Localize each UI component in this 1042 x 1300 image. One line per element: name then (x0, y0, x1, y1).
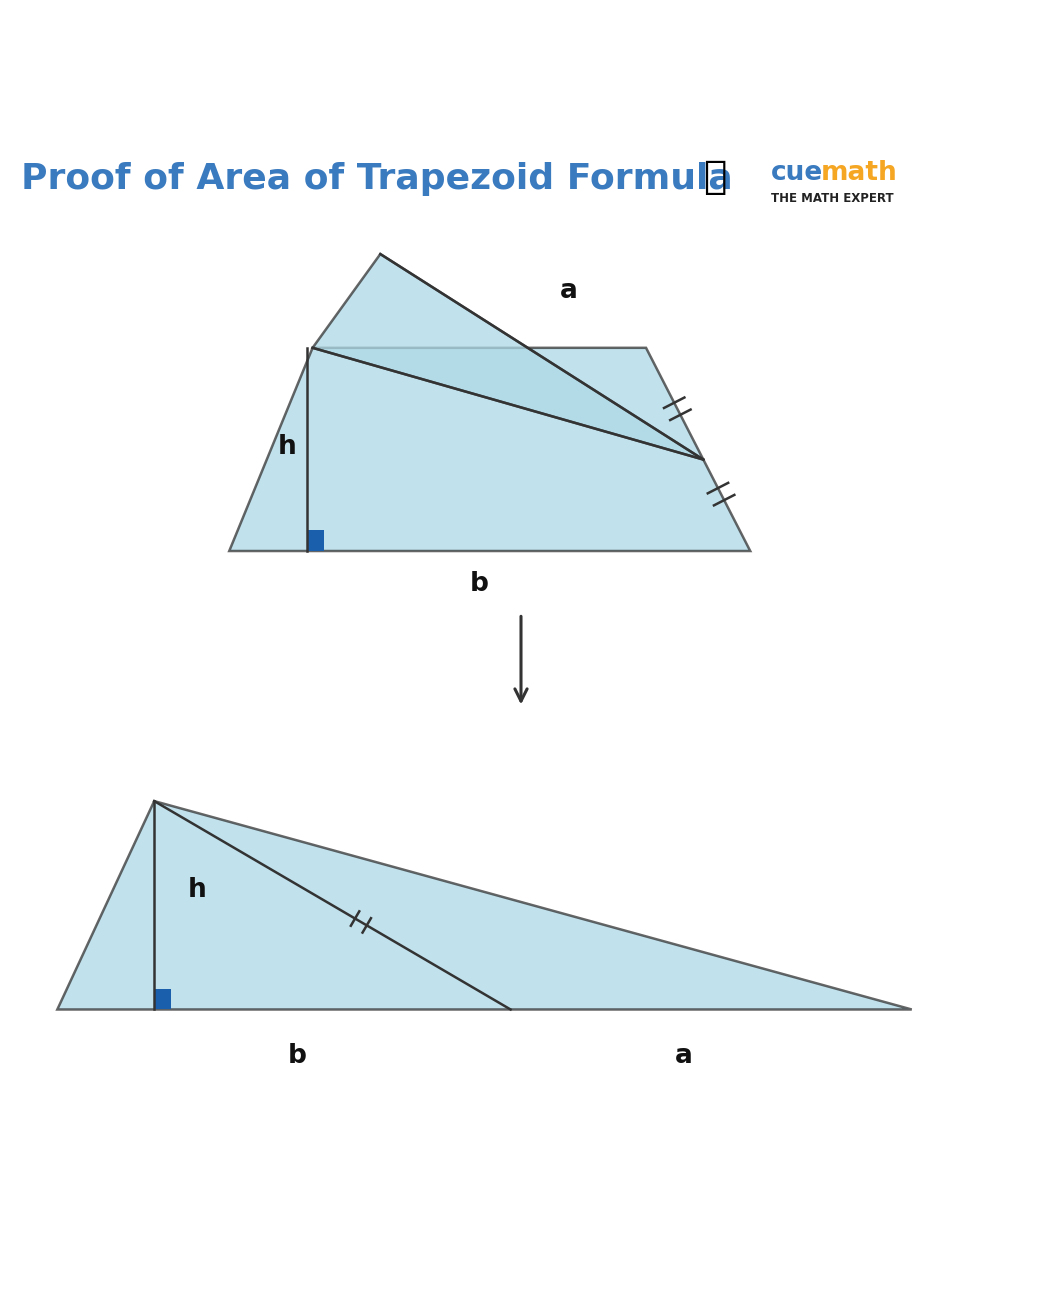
Text: math: math (821, 160, 898, 186)
Polygon shape (229, 348, 750, 551)
Text: $\mathbf{h}$: $\mathbf{h}$ (277, 434, 296, 460)
Bar (307, 530, 324, 551)
Text: THE MATH EXPERT: THE MATH EXPERT (771, 191, 894, 204)
Text: $\mathbf{b}$: $\mathbf{b}$ (470, 572, 489, 598)
Text: $\mathbf{a}$: $\mathbf{a}$ (559, 277, 577, 303)
Polygon shape (313, 254, 703, 460)
Text: cue: cue (771, 160, 823, 186)
Polygon shape (57, 801, 912, 1010)
Bar (154, 989, 171, 1010)
Text: $\mathbf{a}$: $\mathbf{a}$ (673, 1044, 692, 1070)
Text: 🚀: 🚀 (703, 159, 726, 196)
Text: $\mathbf{b}$: $\mathbf{b}$ (288, 1044, 306, 1070)
Text: $\mathbf{h}$: $\mathbf{h}$ (187, 876, 205, 902)
Text: Proof of Area of Trapezoid Formula: Proof of Area of Trapezoid Formula (21, 162, 733, 196)
